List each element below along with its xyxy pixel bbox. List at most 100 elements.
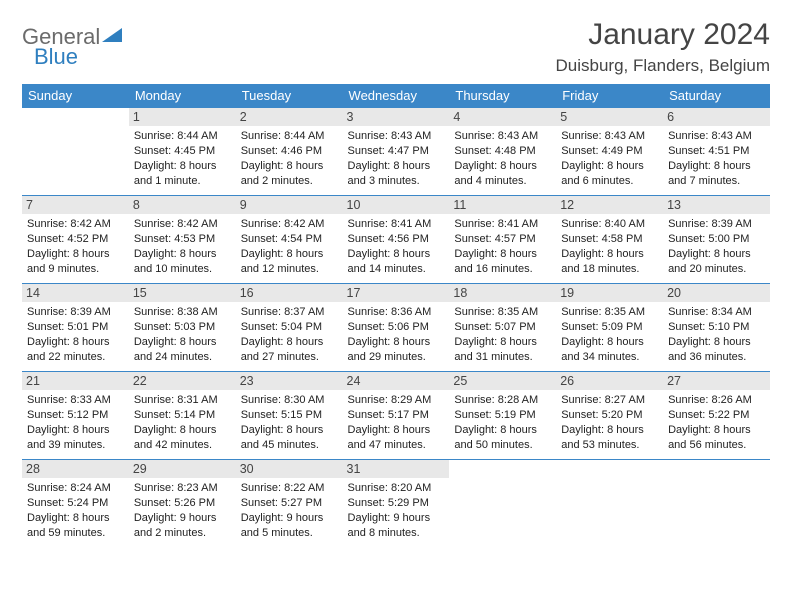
calendar-row: 7 Sunrise: 8:42 AMSunset: 4:52 PMDaylight… [22, 196, 770, 284]
calendar-day-cell: 16 Sunrise: 8:37 AMSunset: 5:04 PMDayligh… [236, 284, 343, 372]
day-number: 4 [449, 108, 556, 126]
day-info: Sunrise: 8:43 AMSunset: 4:47 PMDaylight:… [348, 129, 445, 188]
weekday-header: Thursday [449, 84, 556, 108]
day-info: Sunrise: 8:35 AMSunset: 5:07 PMDaylight:… [454, 305, 551, 364]
day-info: Sunrise: 8:42 AMSunset: 4:54 PMDaylight:… [241, 217, 338, 276]
calendar-day-cell: 5 Sunrise: 8:43 AMSunset: 4:49 PMDaylight… [556, 108, 663, 196]
calendar-empty-cell: . [663, 460, 770, 548]
day-number: 8 [129, 196, 236, 214]
day-info: Sunrise: 8:22 AMSunset: 5:27 PMDaylight:… [241, 481, 338, 540]
day-info: Sunrise: 8:43 AMSunset: 4:49 PMDaylight:… [561, 129, 658, 188]
calendar-row: 21 Sunrise: 8:33 AMSunset: 5:12 PMDayligh… [22, 372, 770, 460]
day-info: Sunrise: 8:44 AMSunset: 4:46 PMDaylight:… [241, 129, 338, 188]
calendar-day-cell: 20Sunrise: 8:34 AMSunset: 5:10 PMDayligh… [663, 284, 770, 372]
calendar-day-cell: 8 Sunrise: 8:42 AMSunset: 4:53 PMDaylight… [129, 196, 236, 284]
calendar-day-cell: 11 Sunrise: 8:41 AMSunset: 4:57 PMDayligh… [449, 196, 556, 284]
calendar-empty-cell: . [449, 460, 556, 548]
day-number: 25 [449, 372, 556, 390]
day-number: 12 [556, 196, 663, 214]
day-info: Sunrise: 8:34 AMSunset: 5:10 PMDaylight:… [668, 305, 765, 364]
calendar-day-cell: 4 Sunrise: 8:43 AMSunset: 4:48 PMDaylight… [449, 108, 556, 196]
day-info: Sunrise: 8:41 AMSunset: 4:57 PMDaylight:… [454, 217, 551, 276]
calendar-body: .1Sunrise: 8:44 AMSunset: 4:45 PMDayligh… [22, 108, 770, 548]
day-number: 17 [343, 284, 450, 302]
calendar-day-cell: 31 Sunrise: 8:20 AMSunset: 5:29 PMDayligh… [343, 460, 450, 548]
calendar-header-row: SundayMondayTuesdayWednesdayThursdayFrid… [22, 84, 770, 108]
day-info: Sunrise: 8:41 AMSunset: 4:56 PMDaylight:… [348, 217, 445, 276]
calendar-empty-cell: . [22, 108, 129, 196]
page-header: General January 2024 Duisburg, Flanders,… [22, 18, 770, 76]
weekday-header: Sunday [22, 84, 129, 108]
day-info: Sunrise: 8:39 AMSunset: 5:00 PMDaylight:… [668, 217, 765, 276]
day-info: Sunrise: 8:20 AMSunset: 5:29 PMDaylight:… [348, 481, 445, 540]
day-info: Sunrise: 8:33 AMSunset: 5:12 PMDaylight:… [27, 393, 124, 452]
calendar-day-cell: 1 Sunrise: 8:44 AMSunset: 4:45 PMDaylight… [129, 108, 236, 196]
calendar-day-cell: 13Sunrise: 8:39 AMSunset: 5:00 PMDayligh… [663, 196, 770, 284]
day-info: Sunrise: 8:37 AMSunset: 5:04 PMDaylight:… [241, 305, 338, 364]
day-number: 27 [663, 372, 770, 390]
day-info: Sunrise: 8:35 AMSunset: 5:09 PMDaylight:… [561, 305, 658, 364]
calendar-day-cell: 19Sunrise: 8:35 AMSunset: 5:09 PMDayligh… [556, 284, 663, 372]
calendar-day-cell: 23Sunrise: 8:30 AMSunset: 5:15 PMDayligh… [236, 372, 343, 460]
calendar-day-cell: 17Sunrise: 8:36 AMSunset: 5:06 PMDayligh… [343, 284, 450, 372]
weekday-header: Tuesday [236, 84, 343, 108]
day-number: 23 [236, 372, 343, 390]
day-number: 24 [343, 372, 450, 390]
weekday-header: Monday [129, 84, 236, 108]
day-info: Sunrise: 8:24 AMSunset: 5:24 PMDaylight:… [27, 481, 124, 540]
day-number: 22 [129, 372, 236, 390]
day-number: 1 [129, 108, 236, 126]
day-number: 18 [449, 284, 556, 302]
logo-triangle-icon [102, 26, 124, 49]
calendar-day-cell: 26 Sunrise: 8:27 AMSunset: 5:20 PMDayligh… [556, 372, 663, 460]
day-number: 3 [343, 108, 450, 126]
calendar-day-cell: 7 Sunrise: 8:42 AMSunset: 4:52 PMDaylight… [22, 196, 129, 284]
calendar-day-cell: 22Sunrise: 8:31 AMSunset: 5:14 PMDayligh… [129, 372, 236, 460]
calendar-day-cell: 29Sunrise: 8:23 AMSunset: 5:26 PMDayligh… [129, 460, 236, 548]
calendar-row: 28 Sunrise: 8:24 AMSunset: 5:24 PMDayligh… [22, 460, 770, 548]
calendar-day-cell: 6 Sunrise: 8:43 AMSunset: 4:51 PMDaylight… [663, 108, 770, 196]
day-number: 10 [343, 196, 450, 214]
day-number: 21 [22, 372, 129, 390]
day-info: Sunrise: 8:44 AMSunset: 4:45 PMDaylight:… [134, 129, 231, 188]
calendar-day-cell: 27Sunrise: 8:26 AMSunset: 5:22 PMDayligh… [663, 372, 770, 460]
calendar-day-cell: 12 Sunrise: 8:40 AMSunset: 4:58 PMDayligh… [556, 196, 663, 284]
day-info: Sunrise: 8:40 AMSunset: 4:58 PMDaylight:… [561, 217, 658, 276]
calendar-day-cell: 25Sunrise: 8:28 AMSunset: 5:19 PMDayligh… [449, 372, 556, 460]
calendar-day-cell: 18 Sunrise: 8:35 AMSunset: 5:07 PMDayligh… [449, 284, 556, 372]
calendar-table: SundayMondayTuesdayWednesdayThursdayFrid… [22, 84, 770, 548]
day-number: 30 [236, 460, 343, 478]
day-number: 31 [343, 460, 450, 478]
day-number: 5 [556, 108, 663, 126]
calendar-day-cell: 9Sunrise: 8:42 AMSunset: 4:54 PMDaylight… [236, 196, 343, 284]
weekday-header: Saturday [663, 84, 770, 108]
day-number: 26 [556, 372, 663, 390]
calendar-day-cell: 2 Sunrise: 8:44 AMSunset: 4:46 PMDaylight… [236, 108, 343, 196]
title-block: January 2024 Duisburg, Flanders, Belgium [556, 18, 770, 76]
day-info: Sunrise: 8:27 AMSunset: 5:20 PMDaylight:… [561, 393, 658, 452]
day-number: 2 [236, 108, 343, 126]
day-info: Sunrise: 8:43 AMSunset: 4:48 PMDaylight:… [454, 129, 551, 188]
calendar-day-cell: 3 Sunrise: 8:43 AMSunset: 4:47 PMDaylight… [343, 108, 450, 196]
calendar-day-cell: 21 Sunrise: 8:33 AMSunset: 5:12 PMDayligh… [22, 372, 129, 460]
day-info: Sunrise: 8:42 AMSunset: 4:53 PMDaylight:… [134, 217, 231, 276]
day-info: Sunrise: 8:43 AMSunset: 4:51 PMDaylight:… [668, 129, 765, 188]
day-number: 14 [22, 284, 129, 302]
weekday-header: Wednesday [343, 84, 450, 108]
day-info: Sunrise: 8:23 AMSunset: 5:26 PMDaylight:… [134, 481, 231, 540]
day-number: 11 [449, 196, 556, 214]
day-number: 16 [236, 284, 343, 302]
calendar-day-cell: 28 Sunrise: 8:24 AMSunset: 5:24 PMDayligh… [22, 460, 129, 548]
day-number: 15 [129, 284, 236, 302]
calendar-day-cell: 14Sunrise: 8:39 AMSunset: 5:01 PMDayligh… [22, 284, 129, 372]
weekday-header: Friday [556, 84, 663, 108]
day-number: 7 [22, 196, 129, 214]
day-number: 28 [22, 460, 129, 478]
logo-text-blue: Blue [34, 44, 78, 70]
calendar-day-cell: 30 Sunrise: 8:22 AMSunset: 5:27 PMDayligh… [236, 460, 343, 548]
day-info: Sunrise: 8:38 AMSunset: 5:03 PMDaylight:… [134, 305, 231, 364]
day-number: 6 [663, 108, 770, 126]
day-info: Sunrise: 8:42 AMSunset: 4:52 PMDaylight:… [27, 217, 124, 276]
calendar-day-cell: 15 Sunrise: 8:38 AMSunset: 5:03 PMDayligh… [129, 284, 236, 372]
calendar-day-cell: 10 Sunrise: 8:41 AMSunset: 4:56 PMDayligh… [343, 196, 450, 284]
